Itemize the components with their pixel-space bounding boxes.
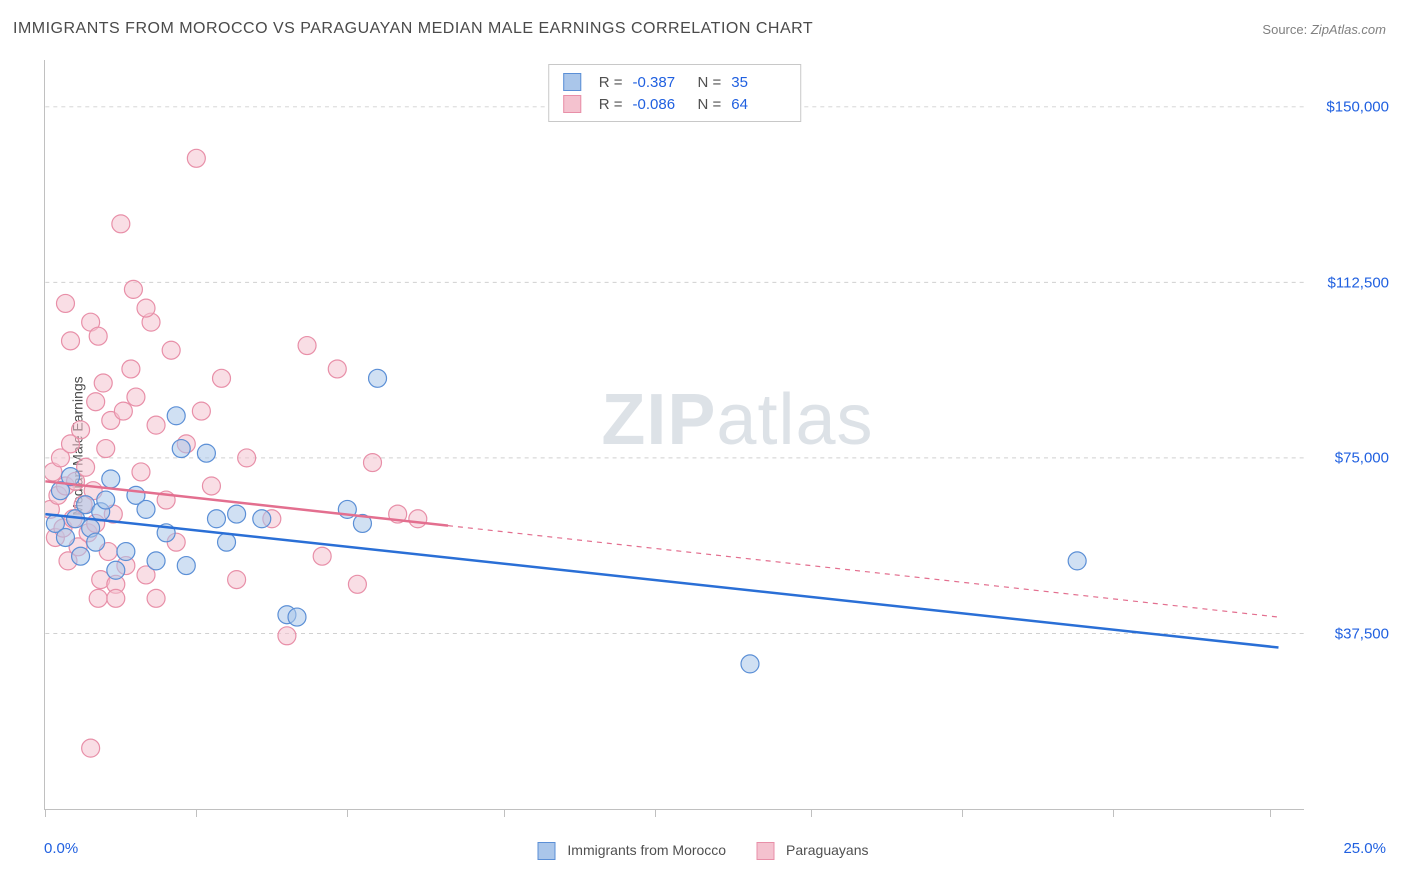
x-tick [655, 809, 656, 817]
chart-title: IMMIGRANTS FROM MOROCCO VS PARAGUAYAN ME… [13, 20, 813, 38]
y-tick-label: $150,000 [1326, 98, 1389, 115]
x-axis-max-label: 25.0% [1343, 840, 1386, 857]
x-axis-min-label: 0.0% [44, 840, 78, 857]
scatter-plot-svg [45, 60, 1304, 809]
x-tick [504, 809, 505, 817]
x-tick [196, 809, 197, 817]
legend-item-blue: Immigrants from Morocco [538, 842, 727, 860]
legend-label-pink: Paraguayans [786, 842, 869, 858]
series-legend: Immigrants from Morocco Paraguayans [538, 842, 869, 860]
legend-row-pink: R = -0.086 N = 64 [563, 93, 787, 115]
x-tick [962, 809, 963, 817]
n-value-pink: 64 [731, 96, 786, 113]
y-tick-label: $75,000 [1335, 450, 1389, 467]
y-tick-label: $37,500 [1335, 626, 1389, 643]
n-label: N = [698, 74, 722, 91]
legend-label-blue: Immigrants from Morocco [567, 842, 726, 858]
legend-swatch-blue [563, 73, 581, 91]
n-value-blue: 35 [731, 74, 786, 91]
x-tick [347, 809, 348, 817]
correlation-legend: R = -0.387 N = 35 R = -0.086 N = 64 [548, 64, 802, 122]
legend-swatch-pink [756, 842, 774, 860]
x-tick [45, 809, 46, 817]
x-tick [1113, 809, 1114, 817]
r-label: R = [599, 96, 623, 113]
r-value-blue: -0.387 [633, 74, 688, 91]
x-tick [1270, 809, 1271, 817]
legend-item-pink: Paraguayans [756, 842, 868, 860]
r-label: R = [599, 74, 623, 91]
source-citation: Source: ZipAtlas.com [1262, 22, 1386, 37]
legend-swatch-blue [538, 842, 556, 860]
legend-swatch-pink [563, 95, 581, 113]
n-label: N = [698, 96, 722, 113]
chart-container: IMMIGRANTS FROM MOROCCO VS PARAGUAYAN ME… [0, 0, 1406, 892]
x-tick [811, 809, 812, 817]
r-value-pink: -0.086 [633, 96, 688, 113]
legend-row-blue: R = -0.387 N = 35 [563, 71, 787, 93]
source-label: Source: [1262, 22, 1307, 37]
plot-area: ZIPatlas R = -0.387 N = 35 R = -0.086 N … [44, 60, 1304, 810]
source-value: ZipAtlas.com [1311, 22, 1386, 37]
y-tick-label: $112,500 [1328, 274, 1389, 291]
